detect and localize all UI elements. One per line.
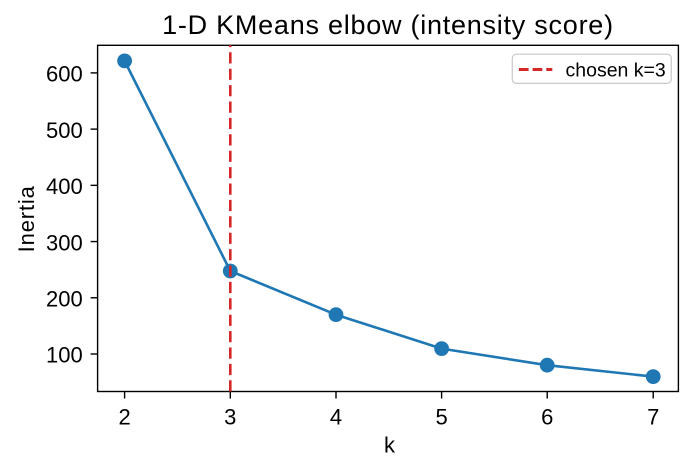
svg-text:k: k [384,433,396,458]
svg-text:500: 500 [46,118,83,143]
svg-text:200: 200 [46,287,83,312]
svg-text:1-D KMeans elbow (intensity sc: 1-D KMeans elbow (intensity score) [162,10,614,40]
svg-text:600: 600 [46,62,83,87]
svg-text:2: 2 [118,405,130,430]
svg-text:6: 6 [541,405,553,430]
svg-text:400: 400 [46,174,83,199]
svg-text:100: 100 [46,343,83,368]
svg-text:chosen k=3: chosen k=3 [566,60,666,82]
svg-text:4: 4 [330,405,342,430]
svg-text:Inertia: Inertia [14,185,39,252]
svg-text:5: 5 [435,405,447,430]
svg-text:7: 7 [647,405,659,430]
svg-text:3: 3 [224,405,236,430]
svg-text:300: 300 [46,230,83,255]
